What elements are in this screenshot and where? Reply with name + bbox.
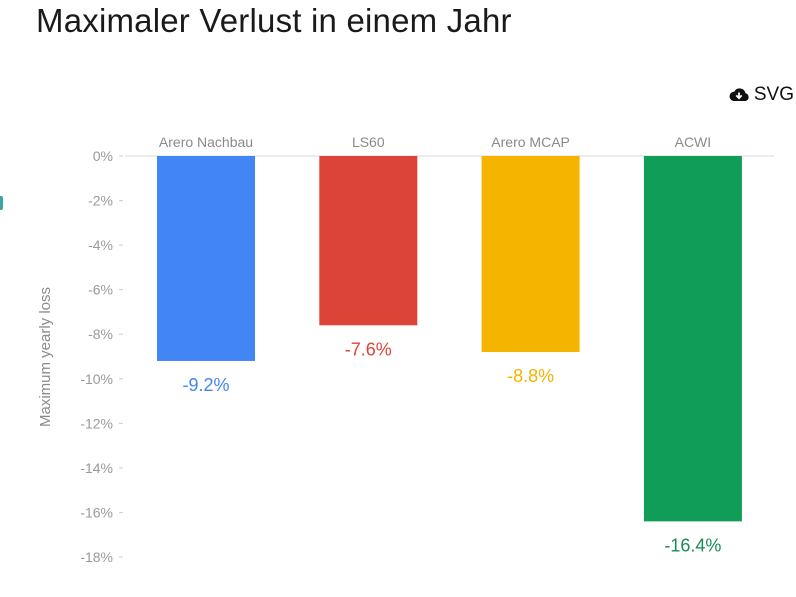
category-label: Arero Nachbau bbox=[159, 134, 253, 150]
y-tick-label: -8% bbox=[88, 326, 113, 342]
bars bbox=[157, 156, 742, 522]
value-label: -8.8% bbox=[507, 366, 554, 386]
edge-marker bbox=[0, 196, 3, 210]
y-tick-label: -6% bbox=[88, 282, 113, 298]
download-svg-label: SVG bbox=[753, 84, 794, 105]
category-label: LS60 bbox=[352, 134, 385, 150]
y-axis-label: Maximum yearly loss bbox=[37, 287, 54, 427]
y-tick-label: -2% bbox=[88, 193, 113, 209]
y-tick-label: -18% bbox=[80, 549, 113, 565]
bar[interactable] bbox=[481, 156, 580, 353]
bar[interactable] bbox=[157, 156, 255, 361]
value-label: -7.6% bbox=[345, 339, 392, 359]
value-label: -9.2% bbox=[182, 375, 229, 395]
y-tick-label: -10% bbox=[80, 371, 113, 387]
category-label: Arero MCAP bbox=[491, 134, 570, 150]
cloud-download-icon bbox=[729, 88, 749, 101]
download-svg-button[interactable]: SVG bbox=[728, 83, 794, 107]
value-label: -16.4% bbox=[664, 535, 721, 555]
y-tick-label: 0% bbox=[93, 148, 113, 164]
y-tick-label: -14% bbox=[80, 460, 113, 476]
bar[interactable] bbox=[319, 156, 418, 326]
y-tick-label: -16% bbox=[80, 504, 113, 520]
page-title: Maximaler Verlust in einem Jahr bbox=[36, 2, 512, 39]
value-labels: -9.2% -7.6% -8.8% -16.4% bbox=[182, 339, 721, 555]
bar[interactable] bbox=[643, 156, 742, 522]
category-label: ACWI bbox=[675, 134, 712, 150]
y-tick-label: -4% bbox=[88, 237, 113, 253]
category-labels: Arero Nachbau LS60 Arero MCAP ACWI bbox=[159, 134, 711, 150]
y-tick-label: -12% bbox=[80, 415, 113, 431]
